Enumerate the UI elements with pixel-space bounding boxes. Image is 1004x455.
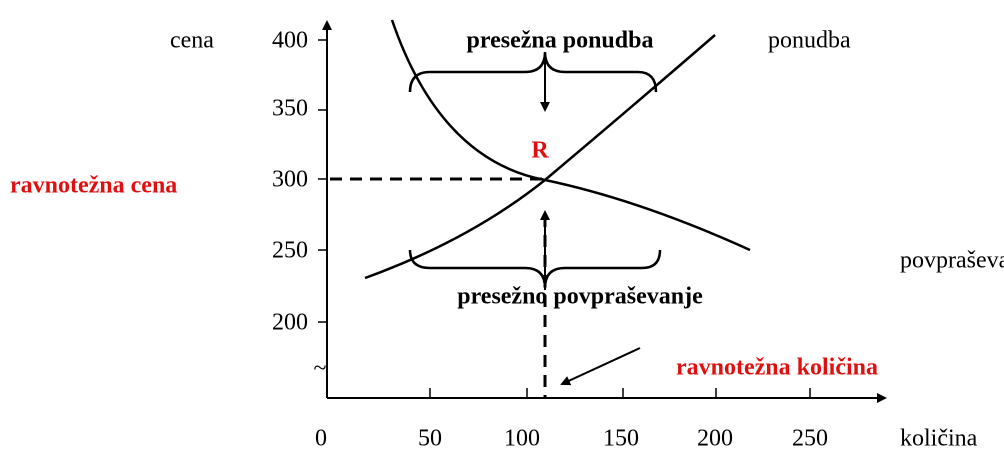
axis-break: ~ bbox=[314, 356, 327, 382]
x-tick-label: 250 bbox=[792, 426, 828, 452]
brace-top bbox=[408, 51, 658, 93]
equilibrium-quantity: ravnotežna količina bbox=[676, 355, 878, 381]
x-tick-label: 100 bbox=[504, 426, 540, 452]
x-tick-label: 150 bbox=[603, 426, 639, 452]
y-tick-label: 200 bbox=[272, 310, 308, 336]
y-tick-label: 350 bbox=[272, 96, 308, 122]
excess-demand: presežno povpraševanje bbox=[457, 284, 703, 310]
y-axis-label: cena bbox=[170, 28, 214, 54]
x-tick-label: 0 bbox=[315, 426, 327, 452]
excess-supply: presežna ponudba bbox=[467, 28, 654, 54]
y-tick-label: 400 bbox=[272, 28, 308, 54]
y-tick-label: 250 bbox=[272, 238, 308, 264]
y-tick-label: 300 bbox=[272, 167, 308, 193]
equilibrium-price: ravnotežna cena bbox=[10, 173, 177, 199]
demand-curve bbox=[390, 19, 751, 252]
supply-label: ponudba bbox=[768, 28, 851, 54]
supply-curve bbox=[364, 34, 716, 280]
arrow-quantity bbox=[560, 347, 641, 386]
equilibrium-point: R bbox=[531, 138, 549, 164]
brace-bottom bbox=[408, 249, 662, 289]
x-tick-label: 50 bbox=[418, 426, 442, 452]
axes bbox=[318, 20, 887, 403]
x-axis-label: količina bbox=[900, 426, 978, 452]
demand-label: povpraševanje bbox=[900, 248, 1004, 274]
x-tick-label: 200 bbox=[697, 426, 733, 452]
